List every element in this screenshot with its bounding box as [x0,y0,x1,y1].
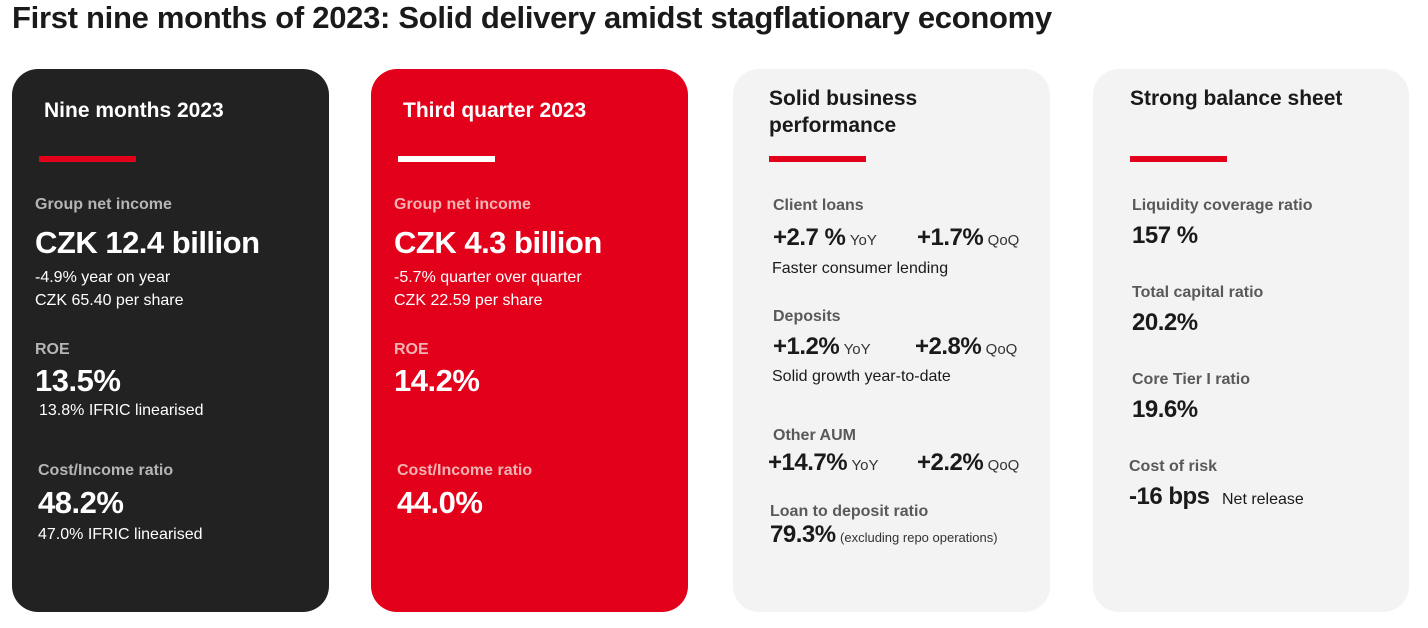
net-income-value: CZK 4.3 billion [394,225,602,260]
ltd-value: 79.3% [770,521,836,548]
ci-label: Cost/Income ratio [397,462,533,479]
card-title: Nine months 2023 [44,99,224,122]
yoy-unit: YoY [843,341,871,358]
roe-note: 13.8% IFRIC linearised [39,402,204,419]
accent-bar [398,156,495,162]
deposits-note: Solid growth year-to-date [772,368,951,385]
card-business-performance: Solid business performance Client loans … [733,69,1050,612]
aum-label: Other AUM [773,427,856,444]
ltd-note: (excluding repo operations) [840,530,998,545]
aum-qoq: +2.2% QoQ [917,449,1019,477]
net-income-value: CZK 12.4 billion [35,225,260,260]
deposits-yoy: +1.2% YoY [773,333,871,361]
deposits-qoq-value: +2.8% [915,333,982,360]
roe-value: 13.5% [35,363,121,398]
roe-value: 14.2% [394,363,480,398]
deposits-label: Deposits [773,308,841,325]
client-loans-yoy: +2.7 % YoY [773,224,877,252]
ltd-row: 79.3% (excluding repo operations) [770,521,998,549]
deposits-qoq: +2.8% QoQ [915,333,1017,361]
roe-label: ROE [35,341,70,358]
cor-row: -16 bps Net release [1129,483,1304,511]
client-loans-note: Faster consumer lending [772,260,949,277]
card-title-line1: Solid business [769,87,918,110]
aum-qoq-value: +2.2% [917,449,984,476]
deposits-yoy-value: +1.2% [773,333,840,360]
yoy-unit: YoY [849,232,877,249]
card-nine-months: Nine months 2023 Group net income CZK 12… [12,69,329,612]
net-income-label: Group net income [394,196,531,213]
ci-note: 47.0% IFRIC linearised [38,526,203,543]
client-loans-qoq: +1.7% QoQ [917,224,1019,252]
yoy-unit: YoY [851,457,879,474]
ci-value: 44.0% [397,485,483,520]
card-title-line2: performance [769,114,897,137]
client-loans-yoy-value: +2.7 % [773,224,846,251]
accent-bar [1130,156,1227,162]
qoq-unit: QoQ [987,457,1020,474]
per-share: CZK 65.40 per share [35,292,184,309]
accent-bar [39,156,136,162]
lcr-label: Liquidity coverage ratio [1132,197,1313,214]
net-income-label: Group net income [35,196,172,213]
card-title: Strong balance sheet [1130,87,1343,110]
tcr-value: 20.2% [1132,309,1198,336]
per-share: CZK 22.59 per share [394,292,543,309]
net-income-change: -5.7% quarter over quarter [394,269,582,286]
card-title: Third quarter 2023 [403,99,587,122]
ci-value: 48.2% [38,485,124,520]
client-loans-label: Client loans [773,197,864,214]
net-income-change: -4.9% year on year [35,269,171,286]
page-title: First nine months of 2023: Solid deliver… [12,0,1052,35]
cor-label: Cost of risk [1129,458,1218,475]
cet1-label: Core Tier I ratio [1132,371,1250,388]
cor-note: Net release [1221,491,1304,508]
cor-value: -16 bps [1129,483,1210,510]
roe-label: ROE [394,341,429,358]
client-loans-qoq-value: +1.7% [917,224,984,251]
aum-yoy-value: +14.7% [768,449,848,476]
ltd-label: Loan to deposit ratio [770,503,929,520]
lcr-value: 157 % [1132,222,1198,249]
qoq-unit: QoQ [987,232,1020,249]
qoq-unit: QoQ [985,341,1018,358]
aum-yoy: +14.7% YoY [768,449,879,477]
tcr-label: Total capital ratio [1132,284,1264,301]
ci-label: Cost/Income ratio [38,462,174,479]
accent-bar [769,156,866,162]
card-balance-sheet: Strong balance sheet Liquidity coverage … [1093,69,1409,612]
card-third-quarter: Third quarter 2023 Group net income CZK … [371,69,688,612]
cet1-value: 19.6% [1132,396,1198,423]
